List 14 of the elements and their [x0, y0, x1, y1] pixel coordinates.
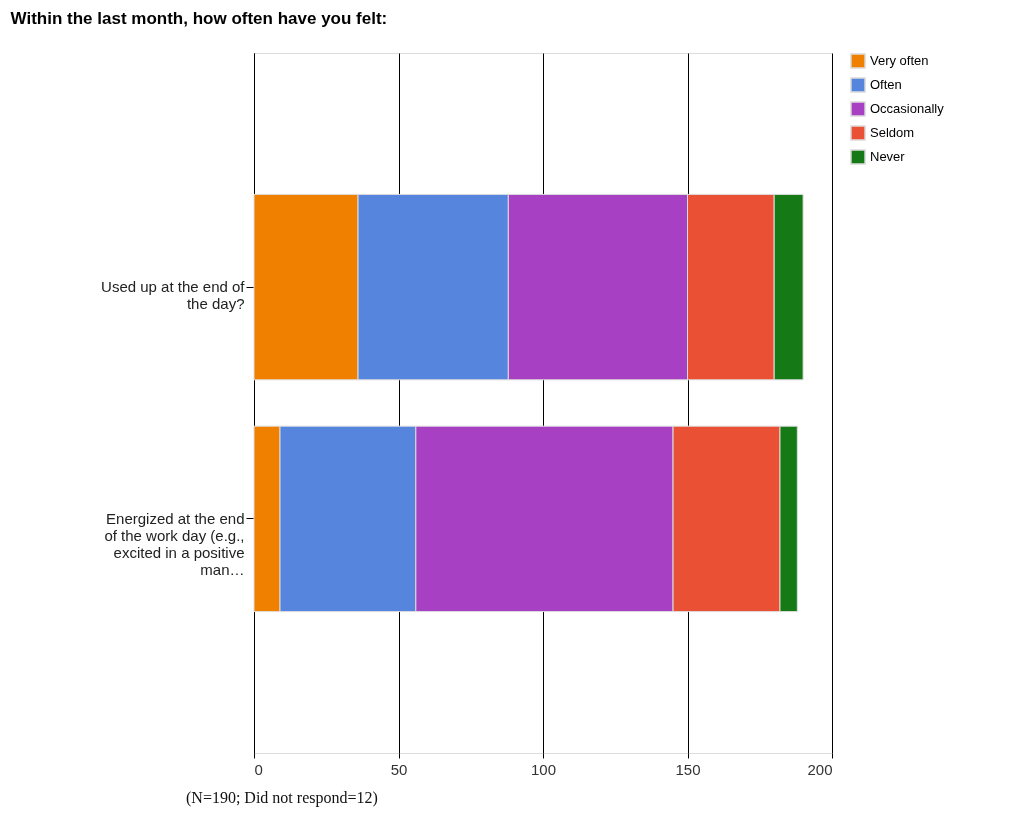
legend-label: Seldom — [870, 125, 915, 140]
chart-title: Within the last month, how often have you felt: — [10, 9, 388, 28]
x-tick-label: 200 — [807, 760, 833, 778]
legend-label: Often — [870, 77, 902, 92]
y-tick-label: Used up at the end of the day? — [101, 278, 246, 313]
text: (N=190; Did not respond=12) — [186, 789, 378, 807]
legend-label: Never — [870, 149, 906, 164]
x-tick-label: 0 — [254, 760, 263, 778]
y-tick-label: Energized at the end of the work day (e.g., excited in a positive man… — [104, 509, 245, 578]
x-tick-label: 50 — [390, 760, 408, 778]
x-tick-label: 150 — [675, 760, 701, 778]
legend-label: Very often — [870, 53, 929, 68]
legend-label: Occasionally — [870, 101, 945, 116]
x-tick-label: 100 — [530, 760, 557, 778]
